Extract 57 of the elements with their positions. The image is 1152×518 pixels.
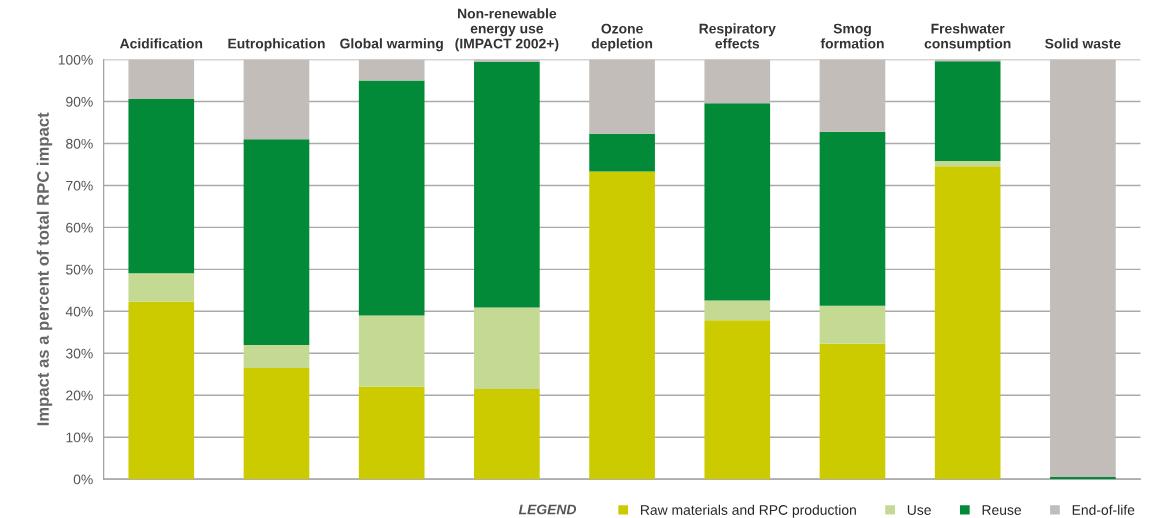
legend-label: Reuse — [982, 505, 1022, 515]
y-tick-label: 60% — [66, 222, 93, 233]
bar — [128, 273, 195, 302]
y-tick-label: 10% — [66, 432, 93, 443]
y-tick-label: 40% — [65, 306, 93, 317]
bar — [819, 305, 886, 344]
x-tick-label: Ozone depletion — [591, 23, 653, 52]
bar — [704, 300, 771, 321]
bar — [474, 307, 540, 389]
legend-label: End-of-life — [1072, 504, 1135, 515]
bar — [128, 99, 195, 274]
y-tick-label: 20% — [66, 390, 93, 401]
x-tick-label: Smog formation — [820, 23, 884, 49]
bar — [358, 80, 425, 316]
y-tick-label: 50% — [66, 264, 93, 275]
bar — [934, 166, 1001, 480]
x-tick-label: Solid waste — [1045, 38, 1121, 49]
y-axis-title: Impact as a percent of total RPC impact — [36, 112, 53, 426]
y-tick-label: 80% — [66, 138, 93, 149]
bar — [704, 103, 771, 301]
x-tick-label: Respiratory effects — [699, 23, 776, 49]
bar — [589, 133, 655, 172]
y-tick-label: 30% — [66, 348, 93, 359]
x-tick-label: Acidification — [119, 38, 203, 49]
bar — [704, 320, 771, 480]
bar — [819, 131, 886, 306]
legend-label: Use — [907, 505, 931, 515]
bar — [243, 367, 310, 480]
legend-title: LEGEND — [518, 504, 577, 515]
bar — [243, 139, 310, 345]
bar — [589, 171, 655, 480]
bar — [474, 388, 540, 480]
y-tick-label: 70% — [66, 180, 93, 191]
bar — [358, 315, 425, 387]
y-tick-label: 0% — [73, 474, 93, 485]
bar — [243, 344, 310, 368]
bar — [1050, 477, 1116, 480]
bar — [358, 386, 425, 480]
bar — [243, 59, 310, 140]
x-tick-label: Eutrophication — [228, 38, 325, 52]
bar — [819, 343, 886, 480]
bar — [819, 59, 886, 132]
bar — [358, 59, 425, 81]
bar — [1050, 59, 1116, 478]
bar — [934, 161, 1001, 167]
bar — [934, 61, 1001, 162]
y-tick-label: 100% — [58, 54, 93, 65]
bar — [589, 59, 655, 134]
x-tick-label: Freshwater consumption — [924, 23, 1011, 52]
x-tick-label: Non-renewable energy use (IMPACT 2002+) — [455, 8, 559, 52]
bar — [704, 59, 771, 104]
bar — [128, 301, 195, 480]
bar — [474, 62, 540, 308]
x-tick-label: Global warming — [340, 38, 443, 52]
y-tick-label: 90% — [66, 96, 93, 107]
legend-label: Raw materials and RPC production — [641, 504, 856, 518]
bar — [128, 59, 195, 100]
